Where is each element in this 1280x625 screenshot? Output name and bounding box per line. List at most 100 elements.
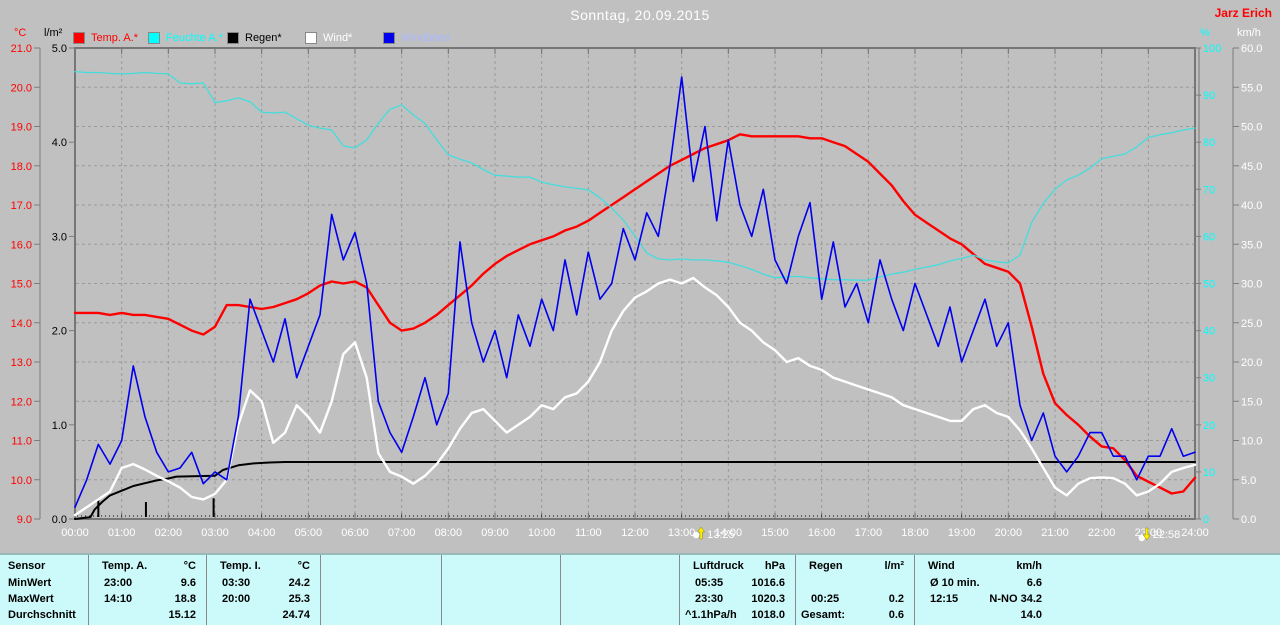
table-max-value: 25.3 [288, 593, 310, 605]
legend-item-4: Wind* [305, 31, 352, 45]
legend-swatch [305, 32, 317, 44]
x-axis-hour-label: 06:00 [341, 527, 369, 539]
temp-tick-label: 18.0 [11, 161, 32, 173]
legend-label: Windböen [401, 32, 451, 44]
table-min-value: 24.2 [288, 577, 310, 589]
table-row-label: MaxWert [8, 593, 54, 605]
x-axis-hour-label: 01:00 [108, 527, 136, 539]
table-row-label: Sensor [8, 560, 46, 572]
rain-tick-label: 5.0 [52, 43, 67, 55]
time-marker-label: 22:58 [1153, 529, 1181, 541]
humidity-tick-label: 10 [1203, 467, 1215, 479]
rain-tick-label: 1.0 [52, 420, 67, 432]
humidity-tick-label: 0 [1203, 514, 1209, 526]
humidity-tick-label: 20 [1203, 420, 1215, 432]
table-divider [88, 555, 89, 625]
wind-tick-label: 10.0 [1241, 436, 1262, 448]
x-axis-hour-label: 18:00 [901, 527, 929, 539]
table-max-value: 0.2 [888, 593, 904, 605]
table-avg-value: 0.6 [888, 609, 904, 621]
time-marker-label: 13:25 [707, 529, 735, 541]
wind-tick-label: 35.0 [1241, 239, 1262, 251]
table-divider [914, 555, 915, 625]
humidity-tick-label: 40 [1203, 326, 1215, 338]
humidity-tick-label: 100 [1203, 43, 1221, 55]
table-max-value: 1020.3 [751, 593, 785, 605]
x-axis-hour-label: 17:00 [855, 527, 883, 539]
rain-tick-label: 4.0 [52, 137, 67, 149]
legend: Temp. A.* Feuchte A.* Regen* Wind* Windböen [0, 31, 1280, 47]
legend-item-3: Regen* [227, 31, 282, 45]
time-marker-arrow-up [697, 526, 706, 540]
wind-tick-label: 55.0 [1241, 82, 1262, 94]
stats-table: Sensor MinWert MaxWert Durchschnitt Temp. A.… [0, 553, 1280, 625]
table-avg-value: 15.12 [168, 609, 196, 621]
time-marker-up-icon [692, 531, 700, 539]
table-section-unit: l/m² [884, 560, 904, 572]
table-min-time: 05:35 [695, 577, 724, 589]
temp-tick-label: 10.0 [11, 475, 32, 487]
wind-tick-label: 25.0 [1241, 318, 1262, 330]
x-axis-hour-label: 21:00 [1041, 527, 1069, 539]
x-axis-hour-label: 04:00 [248, 527, 276, 539]
temp-tick-label: 15.0 [11, 279, 32, 291]
legend-swatch [227, 32, 239, 44]
table-max-time: 20:00 [222, 593, 251, 605]
wind-tick-label: 50.0 [1241, 122, 1262, 134]
x-axis-hour-label: 22:00 [1088, 527, 1116, 539]
table-min-time: Ø 10 min. [930, 577, 980, 589]
legend-swatch [73, 32, 85, 44]
x-axis-hour-label: 14:00 [715, 527, 743, 539]
series-temp-a [73, 133, 1197, 495]
wind-tick-label: 60.0 [1241, 43, 1262, 55]
table-section-unit: °C [183, 560, 196, 572]
rain-tick-label: 2.0 [52, 326, 67, 338]
humidity-tick-label: 90 [1203, 90, 1215, 102]
legend-item-5: Windböen [383, 31, 451, 45]
x-axis-hour-label: 07:00 [388, 527, 416, 539]
x-axis-hour-label: 20:00 [995, 527, 1023, 539]
table-max-time: 00:25 [811, 593, 840, 605]
x-axis-hour-label: 03:00 [201, 527, 229, 539]
legend-label: Feuchte A.* [166, 32, 223, 44]
legend-label: Regen* [245, 32, 282, 44]
humidity-tick-label: 80 [1203, 137, 1215, 149]
left-axis-unit-celsius: °C [14, 27, 27, 39]
table-min-value: 9.6 [180, 577, 196, 589]
table-avg-value: 1018.0 [751, 609, 785, 621]
table-section-name: Wind [928, 560, 955, 572]
temp-tick-label: 12.0 [11, 396, 32, 408]
temp-tick-label: 19.0 [11, 122, 32, 134]
temp-tick-label: 14.0 [11, 318, 32, 330]
table-min-time: 23:00 [104, 577, 133, 589]
x-axis-hour-label: 05:00 [295, 527, 323, 539]
x-axis-hour-label: 10:00 [528, 527, 556, 539]
table-divider [320, 555, 321, 625]
table-section-name: Regen [809, 560, 843, 572]
table-max-time: 14:10 [104, 593, 133, 605]
humidity-tick-label: 60 [1203, 231, 1215, 243]
table-max-value: N-NO 34.2 [989, 593, 1042, 605]
table-min-value: 1016.6 [751, 577, 785, 589]
wind-tick-label: 45.0 [1241, 161, 1262, 173]
table-section-name: Luftdruck [693, 560, 744, 572]
table-min-value: 6.6 [1026, 577, 1042, 589]
table-max-value: 18.8 [174, 593, 196, 605]
left-axis-unit-rain: l/m² [44, 27, 63, 39]
x-axis-hour-label: 12:00 [621, 527, 649, 539]
table-avg-value: 24.74 [282, 609, 310, 621]
legend-swatch [148, 32, 160, 44]
right-axis-unit-wind: km/h [1237, 27, 1261, 39]
right-axis-unit-humidity: % [1200, 27, 1210, 39]
table-row-label: Durchschnitt [8, 609, 76, 621]
x-axis-hour-label: 24:00 [1181, 527, 1209, 539]
wind-tick-label: 30.0 [1241, 279, 1262, 291]
table-section-name: Temp. A. [102, 560, 148, 572]
x-axis-hour-label: 00:00 [61, 527, 89, 539]
legend-swatch [383, 32, 395, 44]
table-avg-label: ^1.1hPa/h [685, 609, 737, 621]
wind-tick-label: 15.0 [1241, 396, 1262, 408]
time-marker-down-icon [1138, 534, 1145, 542]
x-axis-hour-label: 19:00 [948, 527, 976, 539]
